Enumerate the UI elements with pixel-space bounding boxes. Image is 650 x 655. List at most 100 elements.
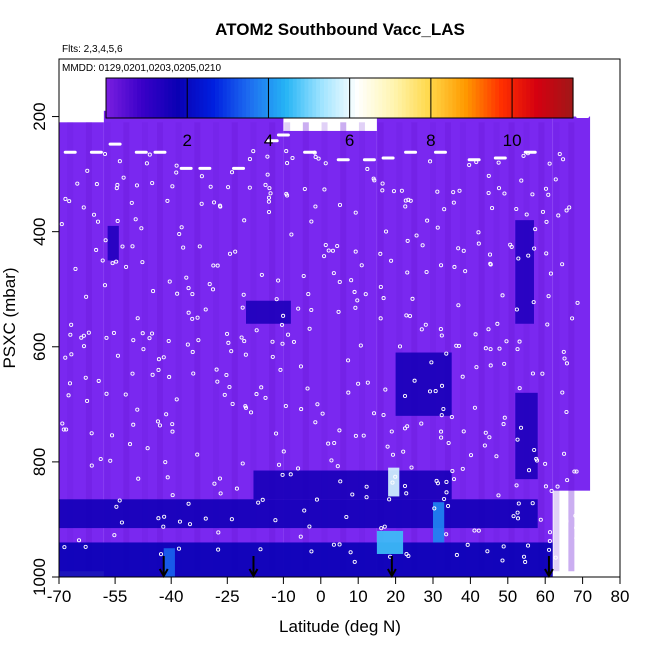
heatmap-cell bbox=[107, 225, 119, 261]
sample-point bbox=[110, 261, 115, 266]
sample-point bbox=[83, 544, 88, 549]
sample-point bbox=[326, 248, 331, 253]
colorbar-swatch bbox=[541, 78, 547, 118]
sample-point bbox=[139, 226, 144, 231]
sample-point bbox=[468, 453, 474, 458]
colorbar-swatch bbox=[316, 78, 321, 118]
colorbar-swatch bbox=[277, 78, 282, 118]
sample-point bbox=[320, 411, 325, 416]
sample-point bbox=[298, 364, 304, 369]
sample-point bbox=[96, 378, 101, 383]
colorbar-swatch bbox=[148, 78, 154, 118]
axes: -70 -55 -40 -25 -10 0 10 20 30 40 50 60 70 80 200 400 60… bbox=[30, 102, 629, 606]
colorbar-swatch bbox=[106, 78, 111, 118]
sample-point bbox=[243, 404, 248, 409]
sample-point bbox=[141, 347, 146, 352]
profile-stripe bbox=[430, 122, 436, 572]
profile-stripe bbox=[85, 122, 92, 572]
sample-point bbox=[564, 208, 569, 213]
colorbar-swatch bbox=[285, 78, 290, 118]
sample-point bbox=[313, 154, 318, 160]
colorbar-swatch bbox=[390, 78, 395, 118]
y-axis-label: PSXC (mbar) bbox=[0, 267, 19, 368]
colorbar-swatch bbox=[464, 78, 469, 118]
sample-point bbox=[467, 163, 472, 168]
colorbar-swatch bbox=[288, 78, 294, 118]
sample-point bbox=[349, 278, 354, 283]
sample-point bbox=[494, 454, 499, 459]
sample-point bbox=[521, 153, 526, 158]
colorbar-swatch bbox=[269, 78, 274, 118]
sample-point bbox=[170, 429, 175, 434]
sample-point bbox=[525, 543, 531, 548]
sample-point bbox=[170, 184, 175, 189]
profile-stripe bbox=[538, 122, 545, 572]
colorbar-swatch bbox=[413, 78, 418, 118]
sample-point bbox=[85, 398, 90, 404]
sample-point bbox=[174, 170, 179, 175]
sample-point bbox=[156, 357, 161, 362]
sample-point bbox=[405, 238, 410, 243]
sample-point bbox=[274, 431, 279, 436]
sample-point bbox=[399, 188, 404, 193]
sample-point bbox=[301, 273, 306, 279]
sample-point bbox=[197, 244, 202, 249]
sample-point bbox=[280, 472, 285, 477]
sample-point bbox=[516, 501, 521, 506]
sample-point bbox=[81, 333, 86, 338]
sample-point bbox=[158, 552, 164, 557]
profile-stripe bbox=[321, 122, 328, 572]
profile-stripe bbox=[377, 122, 384, 572]
sample-point bbox=[179, 225, 184, 230]
colorbar-swatch bbox=[296, 78, 302, 118]
sample-point bbox=[526, 468, 532, 473]
profile-stripe bbox=[411, 122, 418, 572]
sample-point bbox=[515, 347, 520, 352]
sample-point bbox=[266, 195, 272, 200]
sample-point bbox=[251, 149, 256, 154]
colorbar-swatch bbox=[249, 78, 255, 118]
sample-point bbox=[307, 326, 312, 331]
sample-point bbox=[100, 258, 105, 263]
sample-point bbox=[316, 156, 321, 161]
colorbar-swatch bbox=[327, 78, 333, 118]
y-tick-label: 200 bbox=[30, 102, 49, 130]
sample-point bbox=[546, 547, 552, 552]
sample-point bbox=[161, 524, 166, 529]
colorbar-swatch bbox=[526, 78, 531, 118]
sample-point bbox=[502, 191, 507, 196]
colorbar-swatch bbox=[300, 78, 306, 118]
sample-point bbox=[313, 420, 318, 425]
sample-point bbox=[419, 327, 424, 332]
colorbar-swatch bbox=[471, 78, 477, 118]
sample-point bbox=[404, 313, 409, 318]
sample-point bbox=[98, 456, 103, 462]
sample-point bbox=[441, 406, 446, 412]
sample-point bbox=[346, 390, 351, 395]
profile-stripe bbox=[231, 122, 238, 572]
sample-point bbox=[309, 219, 314, 224]
sample-point bbox=[403, 204, 408, 209]
sample-point bbox=[517, 386, 522, 391]
sample-point bbox=[346, 358, 351, 363]
sample-point bbox=[567, 205, 572, 210]
sample-point bbox=[229, 349, 234, 354]
colorbar-swatch bbox=[343, 78, 348, 118]
sample-point bbox=[364, 495, 369, 500]
sample-point bbox=[501, 422, 506, 427]
sample-point bbox=[134, 183, 139, 188]
sample-point bbox=[150, 372, 155, 377]
sample-point bbox=[170, 422, 175, 427]
sample-point bbox=[383, 387, 388, 392]
sample-point bbox=[214, 367, 219, 372]
arrow-head bbox=[158, 568, 169, 579]
sample-point bbox=[379, 526, 384, 531]
sample-point bbox=[127, 442, 133, 447]
y-tick-label: 400 bbox=[30, 217, 49, 245]
colorbar-swatch bbox=[214, 78, 220, 118]
profile-stripe bbox=[123, 122, 130, 572]
sample-point bbox=[483, 346, 488, 351]
sample-point bbox=[242, 218, 247, 223]
sample-point bbox=[280, 341, 285, 346]
